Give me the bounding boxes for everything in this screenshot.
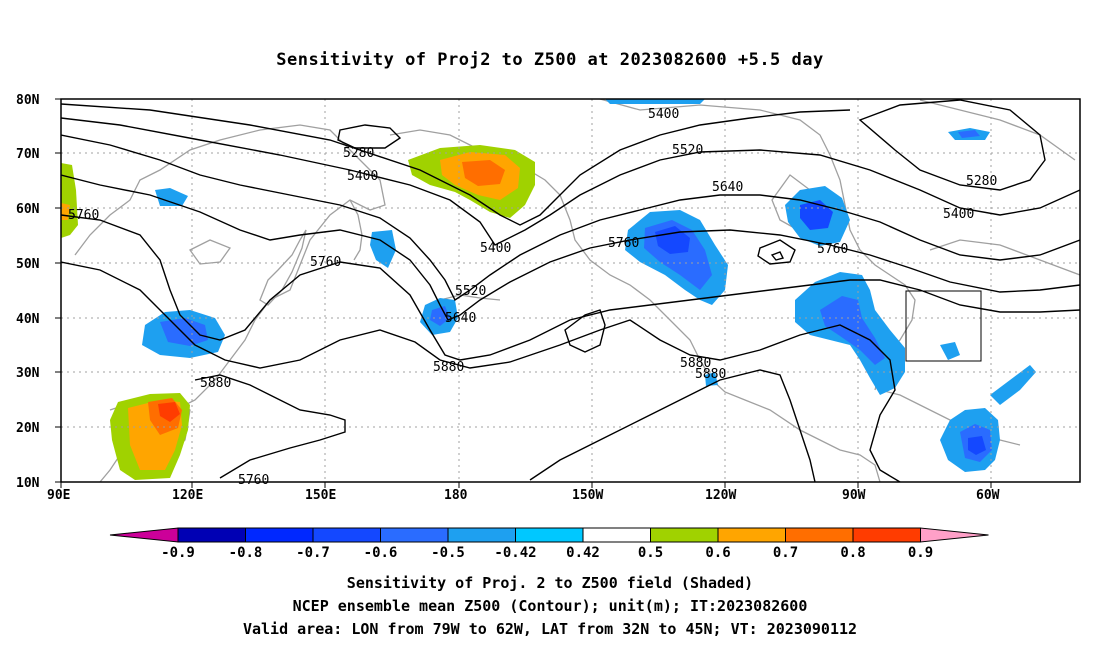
contour-label: 5400: [648, 107, 679, 122]
colorbar-label: 0.9: [908, 545, 933, 561]
contour-label: 5400: [347, 169, 378, 184]
colorbar: -0.9 -0.8 -0.7 -0.6 -0.5 -0.42 0.42 0.5 0.6 0.7 0.…: [109, 527, 989, 561]
colorbar-swatch: [582, 527, 651, 543]
colorbar-label: -0.8: [229, 545, 263, 561]
colorbar-label: -0.5: [431, 545, 465, 561]
contour-label: 5760: [608, 236, 639, 251]
contour-label: 5880: [433, 360, 464, 375]
contour-label: 5640: [445, 311, 476, 326]
graticule: [61, 99, 1080, 482]
colorbar-swatch: [515, 527, 584, 543]
colorbar-label: 0.7: [773, 545, 798, 561]
latitude-labels: 80N 70N 60N 50N 40N 30N 20N 10N: [16, 93, 40, 491]
contour-label: 5280: [966, 174, 997, 189]
longitude-labels: 90E 120E 150E 180 150W 120W 90W 60W: [47, 488, 1000, 503]
colorbar-label: -0.7: [296, 545, 330, 561]
colorbar-swatch: [447, 527, 516, 543]
caption-shading: Sensitivity of Proj. 2 to Z500 field (Sh…: [346, 574, 754, 592]
valid-area-box: [905, 290, 982, 362]
lat-label: 70N: [16, 147, 40, 162]
lon-label: 180: [444, 488, 468, 503]
lat-label: 20N: [16, 421, 40, 436]
colorbar-low-triangle: [109, 527, 179, 543]
lon-label: 60W: [976, 488, 1000, 503]
plot-frame: [60, 98, 1081, 483]
chart-title: Sensitivity of Proj2 to Z500 at 20230826…: [276, 50, 824, 70]
colorbar-swatch: [717, 527, 786, 543]
caption-valid-area: Valid area: LON from 79W to 62W, LAT fro…: [242, 620, 858, 638]
lat-label: 50N: [16, 257, 40, 272]
contour-label: 5760: [68, 208, 99, 223]
colorbar-label: 0.42: [566, 545, 600, 561]
contour-label: 5880: [695, 367, 726, 382]
lat-label: 40N: [16, 312, 40, 327]
lon-label: 120W: [705, 488, 736, 503]
caption-contour: NCEP ensemble mean Z500 (Contour); unit(…: [292, 597, 808, 615]
colorbar-swatch: [380, 527, 449, 543]
colorbar-swatch: [650, 527, 719, 543]
contour-label: 5760: [817, 242, 848, 257]
contour-label: 5520: [672, 143, 703, 158]
colorbar-label: 0.8: [840, 545, 865, 561]
lon-label: 90W: [842, 488, 866, 503]
colorbar-label: -0.42: [494, 545, 536, 561]
contour-labels: 5400 5520 5640 5760 5880 5280 5400 5280 …: [68, 107, 997, 488]
colorbar-label: 0.6: [705, 545, 730, 561]
contour-label: 5880: [680, 356, 711, 371]
contour-label: 5760: [238, 473, 269, 488]
z500-contours: [61, 99, 1080, 482]
lat-label: 30N: [16, 366, 40, 381]
contour-label: 5280: [343, 146, 374, 161]
contour-label: 5400: [943, 207, 974, 222]
contour-label: 5640: [712, 180, 743, 195]
contour-label: 5760: [310, 255, 341, 270]
colorbar-label: -0.6: [364, 545, 398, 561]
colorbar-swatch: [245, 527, 314, 543]
lat-label: 60N: [16, 202, 40, 217]
lon-label: 90E: [47, 488, 70, 503]
colorbar-high-triangle: [920, 527, 989, 543]
lat-label: 10N: [16, 476, 40, 491]
contour-label: 5880: [200, 376, 231, 391]
colorbar-swatch: [852, 527, 921, 543]
contour-label: 5400: [480, 241, 511, 256]
lat-label: 80N: [16, 93, 40, 108]
colorbar-swatch: [312, 527, 381, 543]
colorbar-swatch: [785, 527, 854, 543]
lon-label: 150E: [305, 488, 336, 503]
axis-ticks: [55, 98, 992, 488]
colorbar-label: 0.5: [638, 545, 663, 561]
contour-label: 5520: [455, 284, 486, 299]
lon-label: 150W: [572, 488, 603, 503]
colorbar-label: -0.9: [161, 545, 195, 561]
sensitivity-shading: [61, 99, 1036, 480]
lon-label: 120E: [172, 488, 203, 503]
colorbar-swatch: [177, 527, 246, 543]
